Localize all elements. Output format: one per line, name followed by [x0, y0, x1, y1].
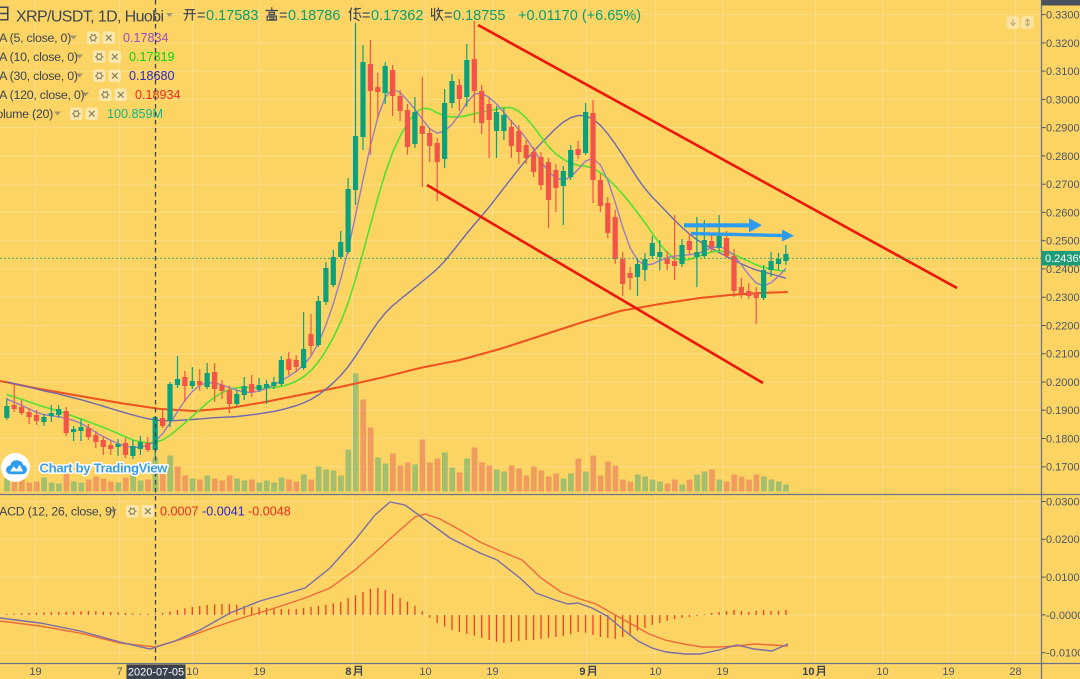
svg-text:0.17362: 0.17362: [371, 8, 423, 24]
svg-text:-0.0100: -0.0100: [1046, 648, 1080, 660]
svg-text:XRP/USDT, 1D, Huobi: XRP/USDT, 1D, Huobi: [16, 9, 163, 26]
svg-text:0.17583: 0.17583: [206, 8, 258, 24]
svg-text:0.18934: 0.18934: [135, 88, 181, 102]
svg-text:9: 9: [579, 666, 585, 678]
svg-text:28: 28: [1009, 666, 1021, 678]
svg-text:0.18680: 0.18680: [129, 69, 175, 83]
svg-text:19: 19: [486, 666, 498, 678]
svg-text:0.0300: 0.0300: [1046, 496, 1080, 508]
svg-text:0.17834: 0.17834: [123, 31, 169, 45]
svg-text:0.0100: 0.0100: [1046, 572, 1080, 584]
svg-text:Chart by TradingView: Chart by TradingView: [40, 461, 169, 476]
svg-text:7: 7: [116, 666, 122, 678]
svg-text:MA (10, close, 0): MA (10, close, 0): [0, 50, 78, 64]
svg-text:19: 19: [942, 666, 954, 678]
svg-text:MA (5, close, 0): MA (5, close, 0): [0, 31, 71, 45]
svg-text:-0.0000: -0.0000: [1046, 610, 1080, 622]
svg-text:0.18786: 0.18786: [288, 8, 340, 24]
svg-text:=: =: [444, 8, 452, 24]
svg-text:MA (30, close, 0): MA (30, close, 0): [0, 69, 78, 83]
svg-text:=: =: [197, 8, 205, 24]
svg-text:19: 19: [716, 666, 728, 678]
svg-text:MACD (12, 26, close, 9): MACD (12, 26, close, 9): [0, 505, 116, 519]
svg-text:100.859M: 100.859M: [107, 107, 163, 121]
svg-text:0.17819: 0.17819: [129, 50, 175, 64]
svg-text:10: 10: [186, 666, 198, 678]
svg-text:10: 10: [649, 666, 661, 678]
svg-text:0.0007: 0.0007: [160, 505, 199, 519]
svg-text:-0.0041: -0.0041: [202, 505, 245, 519]
svg-text:MA (120, close, 0): MA (120, close, 0): [0, 88, 84, 102]
svg-text:0.24369: 0.24369: [1045, 253, 1080, 265]
svg-text:10: 10: [876, 666, 888, 678]
svg-text:8: 8: [345, 666, 351, 678]
svg-text:0.18755: 0.18755: [453, 8, 505, 24]
svg-text:2020-07-05: 2020-07-05: [128, 667, 184, 679]
svg-text:0.0200: 0.0200: [1046, 534, 1080, 546]
svg-text:10: 10: [802, 666, 814, 678]
svg-text:Volume (20): Volume (20): [0, 107, 53, 121]
svg-text:=: =: [362, 8, 370, 24]
svg-text:19: 19: [29, 666, 41, 678]
svg-text:+0.01170 (+6.65%): +0.01170 (+6.65%): [518, 8, 641, 24]
svg-text:10: 10: [419, 666, 431, 678]
svg-text:-0.0048: -0.0048: [248, 505, 291, 519]
svg-text:19: 19: [253, 666, 265, 678]
svg-text:=: =: [279, 8, 287, 24]
